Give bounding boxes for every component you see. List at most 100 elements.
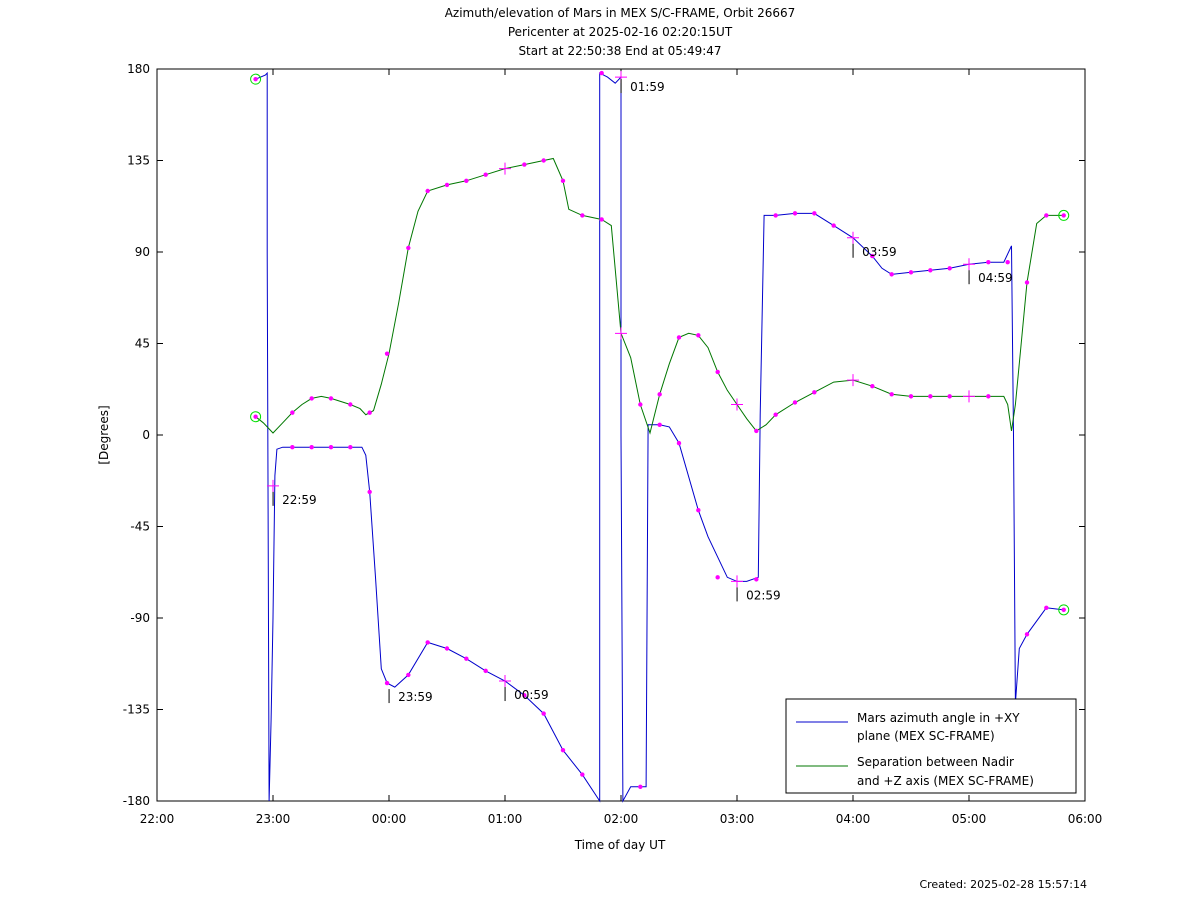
- hour-cross-marker: [847, 231, 859, 244]
- data-point-marker: [580, 772, 585, 777]
- data-point-marker: [541, 711, 546, 716]
- data-point-marker: [560, 178, 566, 184]
- series-lines: [255, 71, 1064, 803]
- data-point-marker: [464, 178, 469, 184]
- data-point-marker: [676, 440, 682, 446]
- y-axis-ticks: 180 135 90 45 0 -45 -90 -135 -180: [123, 62, 1085, 808]
- data-point-marker: [560, 747, 566, 753]
- y-tick-label: 180: [127, 62, 150, 76]
- x-tick-label: 06:00: [1068, 812, 1103, 826]
- hour-mark-label: 02:59: [746, 588, 781, 602]
- data-point-marker: [792, 211, 798, 216]
- hour-cross-marker: [499, 162, 511, 175]
- data-point-marker: [928, 268, 933, 273]
- data-point-marker: [599, 217, 604, 222]
- data-point-marker: [696, 333, 701, 338]
- series-endpoints: [250, 73, 1070, 616]
- data-point-marker: [676, 335, 682, 340]
- data-point-marker: [638, 784, 643, 789]
- data-point-marker: [1024, 280, 1030, 285]
- data-point-marker: [754, 577, 759, 582]
- legend-box: [785, 698, 1077, 794]
- x-tick-label: 22:00: [140, 812, 175, 826]
- data-point-marker: [773, 213, 778, 218]
- data-point-marker: [638, 402, 643, 407]
- hour-cross-marker: [963, 390, 975, 403]
- data-point-marker: [986, 259, 991, 265]
- data-point-marker: [384, 351, 390, 356]
- hour-mark-label: 23:59: [398, 690, 433, 704]
- data-point-marker: [406, 672, 411, 678]
- data-point-marker: [290, 445, 295, 450]
- data-point-marker: [715, 369, 720, 375]
- data-point-marker: [928, 394, 933, 399]
- data-point-marker: [773, 412, 778, 417]
- x-tick-label: 04:00: [836, 812, 871, 826]
- data-point-marker: [522, 162, 527, 167]
- legend-separation-line-1: Separation between Nadir: [857, 755, 1014, 769]
- data-point-marker: [908, 270, 914, 275]
- azimuth-series-line: [255, 71, 1064, 803]
- data-point-marker: [908, 394, 914, 399]
- hour-mark-label: 01:59: [630, 80, 665, 94]
- hour-cross-marker: [847, 374, 859, 387]
- data-point-marker: [425, 640, 430, 645]
- data-point-marker: [384, 680, 390, 686]
- data-point-marker: [657, 392, 662, 397]
- data-point-marker: [870, 384, 875, 389]
- data-point-marker: [1044, 605, 1049, 611]
- series-endpoint-dot: [253, 414, 258, 419]
- data-point-marker: [464, 656, 469, 661]
- legend-azimuth-line-1: Mars azimuth angle in +XY: [857, 711, 1020, 725]
- data-point-marker: [870, 253, 875, 259]
- data-point-marker: [986, 394, 991, 399]
- y-tick-label: 45: [135, 337, 150, 351]
- data-point-marker: [425, 188, 430, 194]
- hour-cross-marker: [731, 398, 743, 411]
- series-end-circle: [1058, 604, 1070, 616]
- data-point-marker: [889, 272, 894, 277]
- y-tick-label: 90: [135, 245, 150, 259]
- series-end-circle: [1058, 209, 1070, 221]
- hour-cross-marker: [499, 675, 511, 688]
- x-tick-label: 03:00: [720, 812, 755, 826]
- chart-title-line-1: Azimuth/elevation of Mars in MEX S/C-FRA…: [445, 6, 796, 20]
- data-point-marker: [348, 402, 353, 407]
- hour-cross-marker: [615, 327, 627, 340]
- chart-title-line-2: Pericenter at 2025-02-16 02:20:15UT: [508, 25, 733, 39]
- data-point-marker: [715, 575, 720, 580]
- x-tick-label: 05:00: [952, 812, 987, 826]
- x-axis-label: Time of day UT: [574, 838, 666, 852]
- y-tick-label: -135: [123, 703, 150, 717]
- data-point-marker: [812, 211, 817, 216]
- series-endpoint-dot: [1061, 213, 1066, 218]
- chart-title-line-3: Start at 22:50:38 End at 05:49:47: [518, 44, 721, 58]
- separation-series-line: [255, 157, 1064, 435]
- hour-mark-label: 04:59: [978, 271, 1013, 285]
- data-point-marker: [657, 422, 662, 428]
- data-point-marker: [541, 158, 546, 163]
- y-tick-label: -45: [130, 520, 150, 534]
- data-point-marker: [367, 410, 372, 415]
- x-tick-label: 00:00: [372, 812, 407, 826]
- legend-separation-line-2: and +Z axis (MEX SC-FRAME): [857, 774, 1034, 788]
- series-endpoint-dot: [1061, 607, 1066, 613]
- data-point-marker: [309, 445, 314, 450]
- data-point-marker: [792, 400, 798, 405]
- x-tick-label: 01:00: [488, 812, 523, 826]
- data-point-marker: [348, 445, 353, 450]
- series-markers: [267, 70, 1049, 789]
- hour-mark-label: 00:59: [514, 688, 549, 702]
- data-point-marker: [831, 223, 836, 228]
- data-point-marker: [754, 428, 759, 434]
- x-tick-label: 23:00: [256, 812, 291, 826]
- legend-azimuth-line-2: plane (MEX SC-FRAME): [857, 729, 995, 743]
- legend: Mars azimuth angle in +XY plane (MEX SC-…: [785, 698, 1077, 794]
- data-point-marker: [947, 394, 952, 399]
- data-point-marker: [309, 396, 314, 401]
- created-timestamp: Created: 2025-02-28 15:57:14: [919, 878, 1087, 891]
- x-axis-ticks: 22:00 23:00 00:00 01:00 02:00 03:00 04:00 05:00…: [140, 69, 1103, 826]
- data-point-marker: [483, 668, 488, 674]
- series-endpoint-dot: [253, 76, 258, 82]
